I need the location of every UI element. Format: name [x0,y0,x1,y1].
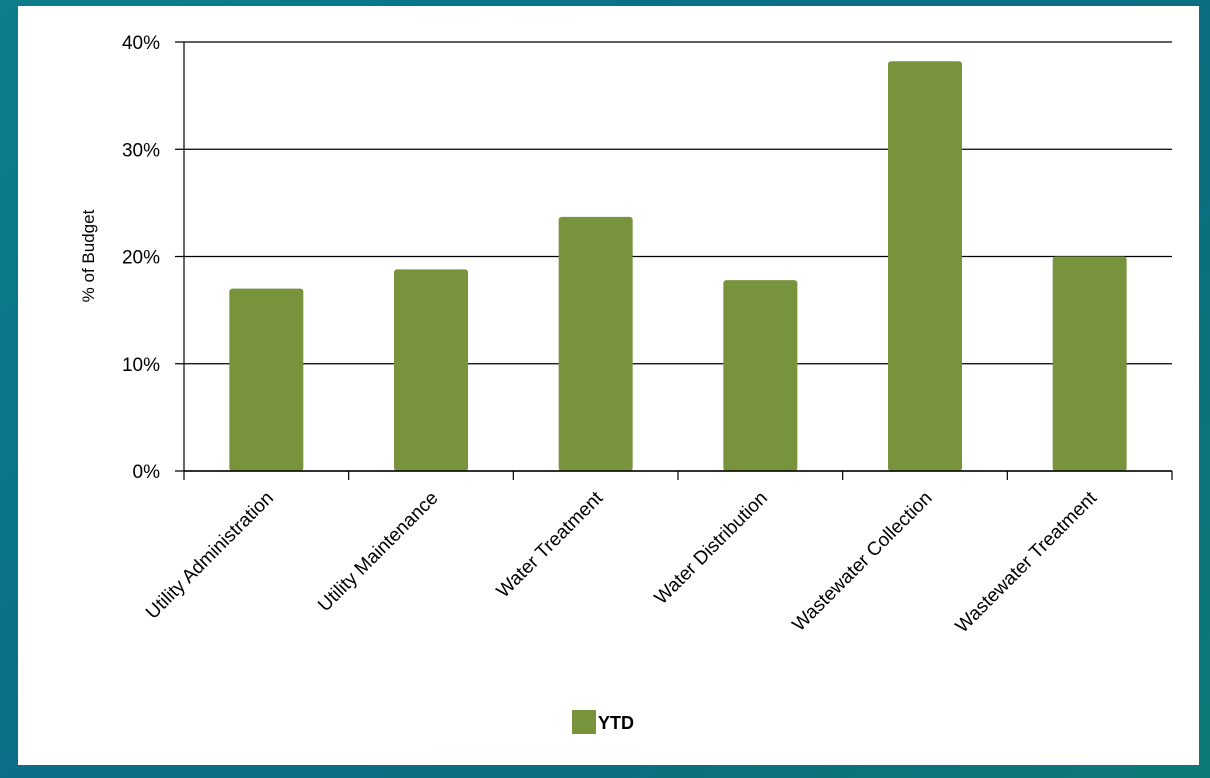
bar-0 [229,288,304,471]
y-tick-label: 30% [122,140,160,161]
x-tick-label: Utility Administration [142,488,278,624]
legend: YTD [572,710,634,734]
y-tick-label: 20% [122,248,160,269]
x-tick-label: Wastewater Treatment [952,487,1102,637]
y-tick-label: 0% [133,462,161,483]
bar-2 [558,216,633,471]
bar-1 [394,269,468,471]
x-tick-label: Water Distribution [651,488,772,609]
legend-swatch [572,710,596,734]
y-tick-label: 10% [122,355,160,376]
bars [229,61,1127,472]
x-tick-labels: Utility Administration Utility Maintenanc… [142,487,1102,637]
x-tick-label: Wastewater Collection [789,488,937,636]
bar-5 [1052,256,1127,471]
y-tick-label: 40% [122,33,160,54]
y-tick-labels: 0% 10% 20% 30% 40% [122,33,160,483]
gridlines [175,41,1172,472]
x-axis [183,42,1173,480]
legend-label: YTD [598,713,634,733]
y-axis-title: % of Budget [79,209,98,302]
bar-3 [723,280,798,471]
x-tick-label: Water Treatment [493,487,608,602]
x-tick-label: Utility Maintenance [314,488,442,616]
bar-4 [888,61,962,472]
